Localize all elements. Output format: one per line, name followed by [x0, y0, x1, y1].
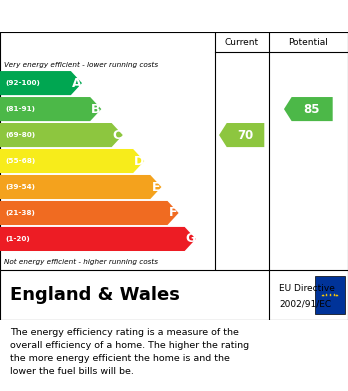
Text: 2002/91/EC: 2002/91/EC: [279, 300, 331, 308]
Text: A: A: [72, 77, 81, 90]
Polygon shape: [0, 123, 123, 147]
Text: EU Directive: EU Directive: [279, 284, 335, 293]
Text: 85: 85: [303, 102, 320, 116]
Polygon shape: [284, 97, 333, 121]
Text: (39-54): (39-54): [5, 184, 35, 190]
Text: (55-68): (55-68): [5, 158, 35, 164]
Text: The energy efficiency rating is a measure of the
overall efficiency of a home. T: The energy efficiency rating is a measur…: [10, 328, 250, 376]
Polygon shape: [0, 97, 101, 121]
Text: (69-80): (69-80): [5, 132, 35, 138]
Polygon shape: [0, 175, 161, 199]
Polygon shape: [219, 123, 264, 147]
Polygon shape: [0, 201, 179, 225]
Text: Current: Current: [224, 38, 259, 47]
Text: Very energy efficient - lower running costs: Very energy efficient - lower running co…: [4, 62, 158, 68]
Text: (92-100): (92-100): [5, 80, 40, 86]
Text: Not energy efficient - higher running costs: Not energy efficient - higher running co…: [4, 259, 158, 265]
Text: C: C: [113, 129, 122, 142]
Text: 70: 70: [237, 129, 253, 142]
Text: (81-91): (81-91): [5, 106, 35, 112]
Text: D: D: [134, 154, 144, 167]
Polygon shape: [0, 149, 144, 173]
Polygon shape: [0, 71, 82, 95]
Text: (1-20): (1-20): [5, 236, 30, 242]
Polygon shape: [0, 227, 196, 251]
Text: G: G: [185, 233, 195, 246]
Text: Energy Efficiency Rating: Energy Efficiency Rating: [14, 9, 235, 23]
Text: E: E: [152, 181, 160, 194]
Bar: [315, 276, 345, 314]
Text: F: F: [169, 206, 177, 219]
Text: B: B: [91, 102, 101, 116]
Text: (21-38): (21-38): [5, 210, 35, 216]
Text: England & Wales: England & Wales: [10, 286, 180, 304]
Text: Potential: Potential: [288, 38, 328, 47]
